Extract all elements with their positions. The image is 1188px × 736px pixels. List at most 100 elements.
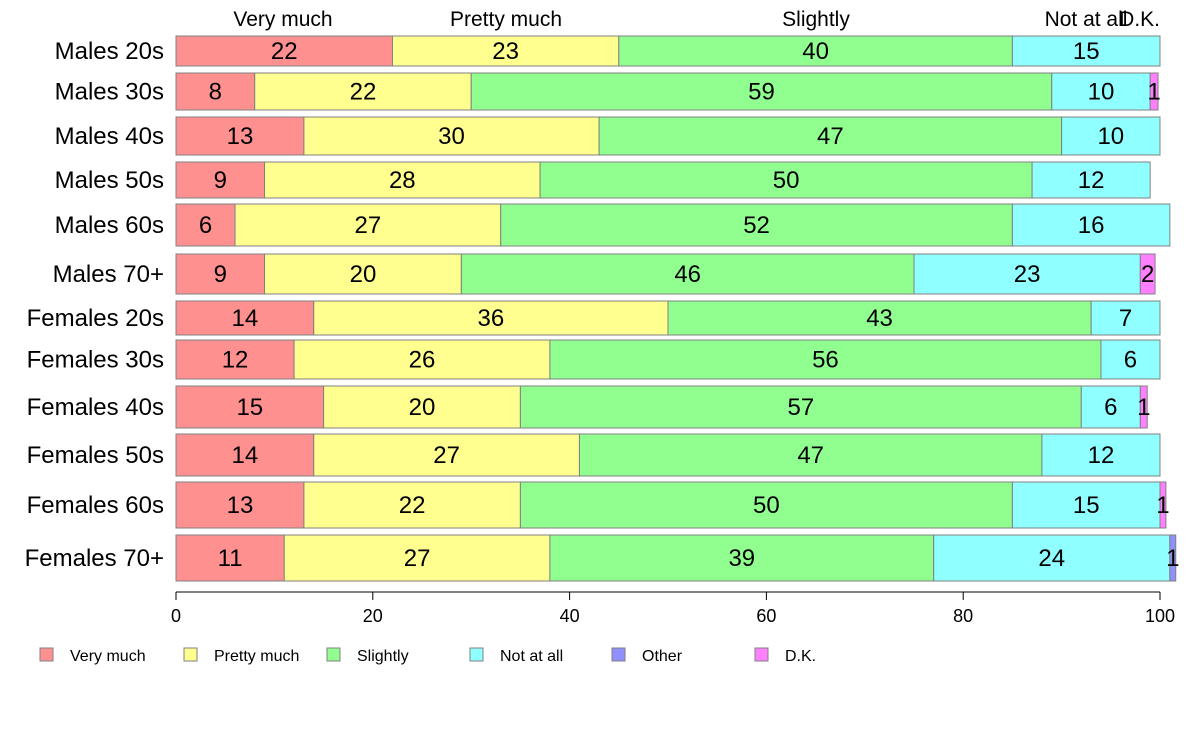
bar-row-males-70: Males 70+ 9 20 46 23 2 [53, 253, 1156, 295]
data-label-pretty-much: 27 [433, 442, 460, 469]
bar-segment-pretty-much [264, 161, 541, 199]
bar-segment-very-much [175, 35, 393, 67]
data-label-very-much: 9 [214, 167, 227, 194]
data-label-not-at-all: 16 [1078, 212, 1105, 239]
x-tick-label: 40 [560, 606, 580, 626]
bar-row-females-50s: Females 50s 14 27 47 12 [27, 433, 1161, 477]
data-label-slightly: 57 [787, 394, 814, 421]
bar-segment-slightly [549, 339, 1102, 380]
bar-segment-slightly [598, 116, 1063, 156]
bar-row-females-60s: Females 60s 13 22 50 15 1 [27, 481, 1170, 529]
row-label: Females 70+ [25, 545, 164, 572]
bar-segment-very-much [175, 339, 295, 380]
bar-row-males-60s: Males 60s 6 27 52 16 [55, 203, 1171, 247]
data-label-not-at-all: 6 [1104, 394, 1117, 421]
row-label: Males 30s [55, 79, 164, 106]
data-label-very-much: 6 [199, 212, 212, 239]
legend-item-slightly: Slightly [326, 647, 409, 665]
legend-swatch [183, 647, 198, 662]
bar-segment-pretty-much [313, 300, 669, 336]
bar-segment-slightly [470, 72, 1053, 111]
data-label-pretty-much: 30 [438, 123, 465, 150]
data-label-not-at-all: 10 [1097, 123, 1124, 150]
bar-segment-not-at-all [1011, 35, 1161, 67]
bar-segment-slightly [519, 385, 1082, 429]
data-label-pretty-much: 22 [399, 492, 426, 519]
data-label-slightly: 56 [812, 347, 839, 374]
data-label-slightly: 50 [753, 492, 780, 519]
data-label-not-at-all: 23 [1014, 261, 1041, 288]
bar-segment-slightly [618, 35, 1013, 67]
row-label: Females 60s [27, 492, 164, 519]
data-label-not-at-all: 15 [1073, 492, 1100, 519]
x-tick-label: 100 [1145, 606, 1175, 626]
x-tick-label: 60 [756, 606, 776, 626]
legend-label: Not at all [500, 648, 563, 665]
legend-swatch [39, 647, 54, 662]
bar-segment-not-at-all [1011, 203, 1171, 247]
legend-swatch [611, 647, 626, 662]
top-label-pretty-much: Pretty much [450, 8, 562, 31]
bar-row-males-50s: Males 50s 9 28 50 12 [55, 161, 1151, 199]
data-label-slightly: 40 [802, 38, 829, 65]
data-label-pretty-much: 27 [355, 212, 382, 239]
data-label-slightly: 46 [674, 261, 701, 288]
bar-segment-slightly [578, 433, 1043, 477]
bar-segment-d-k [1149, 72, 1159, 111]
bar-segment-pretty-much [283, 534, 551, 582]
data-label-pretty-much: 28 [389, 167, 416, 194]
data-label-very-much: 9 [214, 261, 227, 288]
data-label-not-at-all: 7 [1119, 305, 1132, 332]
data-label-pretty-much: 22 [350, 79, 377, 106]
top-label-slightly: Slightly [782, 8, 850, 31]
bar-segment-pretty-much [313, 433, 580, 477]
bar-segment-pretty-much [323, 385, 521, 429]
legend-item-pretty-much: Pretty much [183, 647, 299, 665]
x-tick-label: 20 [363, 606, 383, 626]
data-label-very-much: 14 [232, 305, 259, 332]
row-label: Males 40s [55, 123, 164, 150]
data-label-slightly: 43 [866, 305, 893, 332]
data-label-pretty-much: 36 [478, 305, 505, 332]
row-label: Females 40s [27, 394, 164, 421]
legend-label: Other [642, 648, 683, 665]
data-label-slightly: 50 [773, 167, 800, 194]
data-label-very-much: 8 [209, 79, 222, 106]
bar-row-females-30s: Females 30s 12 26 56 6 [27, 339, 1161, 380]
row-label: Males 70+ [53, 261, 164, 288]
data-label-very-much: 13 [227, 492, 254, 519]
data-label-pretty-much: 20 [350, 261, 377, 288]
legend-item-very-much: Very much [39, 647, 146, 665]
x-tick-label: 0 [171, 606, 181, 626]
bar-segment-very-much [175, 300, 315, 336]
bar-segment-not-at-all [1031, 161, 1151, 199]
row-label: Females 30s [27, 347, 164, 374]
legend-swatch [754, 647, 769, 662]
bar-segment-slightly [500, 203, 1013, 247]
bar-row-females-20s: Females 20s 14 36 43 7 [27, 300, 1161, 336]
bar-segment-slightly [519, 481, 1013, 529]
data-label-other: 1 [1166, 545, 1179, 572]
data-label-slightly: 52 [743, 212, 770, 239]
bar-segment-very-much [175, 116, 305, 156]
legend: Very much Pretty much Slightly Not at all Ot… [39, 647, 816, 665]
bar-segment-very-much [175, 161, 266, 199]
bar-row-females-70: Females 70+ 11 27 39 24 1 [25, 534, 1179, 582]
bar-segment-not-at-all [1041, 433, 1161, 477]
bar-segment-very-much [175, 481, 305, 529]
bar-segment-very-much [175, 534, 285, 582]
data-label-pretty-much: 23 [492, 38, 519, 65]
data-label-pretty-much: 26 [409, 347, 436, 374]
bar-segment-pretty-much [303, 116, 600, 156]
data-label-slightly: 47 [797, 442, 824, 469]
legend-label: Very much [70, 648, 146, 665]
data-label-d-k: 1 [1156, 492, 1169, 519]
data-label-slightly: 59 [748, 79, 775, 106]
bar-segment-d-k [1159, 481, 1167, 529]
data-label-very-much: 22 [271, 38, 298, 65]
bar-segment-pretty-much [234, 203, 502, 247]
data-label-very-much: 14 [232, 442, 259, 469]
bar-segment-not-at-all [1090, 300, 1161, 336]
row-label: Females 20s [27, 305, 164, 332]
